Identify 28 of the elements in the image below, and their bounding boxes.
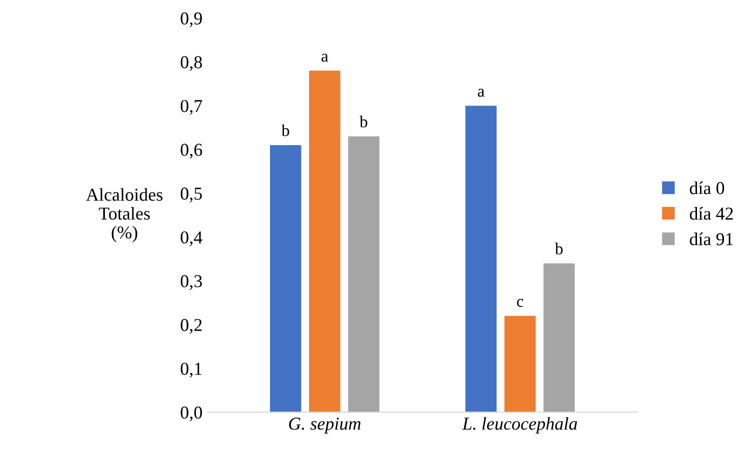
bar <box>270 145 302 412</box>
y-tick-label: 0,8 <box>180 56 202 71</box>
x-tick-label: G. sepium <box>289 418 361 434</box>
y-tick-label: 0,4 <box>180 231 202 246</box>
bar <box>309 70 340 412</box>
bar <box>465 106 497 412</box>
bar <box>504 316 536 412</box>
bar <box>543 263 575 412</box>
y-tick-label: 0,6 <box>180 144 202 159</box>
data-label: a <box>322 54 328 62</box>
bar <box>348 136 380 412</box>
y-axis-title: Alcaloides Totales (%) <box>86 188 162 242</box>
y-tick-label: 0,9 <box>180 12 202 28</box>
data-label: b <box>281 124 290 136</box>
y-tick-label: 0,7 <box>180 100 202 115</box>
legend-label: día 91 <box>690 232 733 246</box>
legend-label: día 42 <box>690 207 733 220</box>
data-label: b <box>360 116 368 128</box>
data-label: a <box>478 88 484 97</box>
data-label: b <box>554 242 563 254</box>
data-label: c <box>516 298 524 307</box>
legend-label: día 0 <box>690 182 724 194</box>
y-tick-label: 0,0 <box>180 406 202 422</box>
x-tick-label: L. leucocephala <box>462 417 578 434</box>
y-tick-label: 0,5 <box>180 188 202 202</box>
y-tick-label: 0,3 <box>180 275 202 290</box>
y-tick-label: 0,1 <box>180 362 202 378</box>
y-tick-label: 0,2 <box>180 318 202 334</box>
